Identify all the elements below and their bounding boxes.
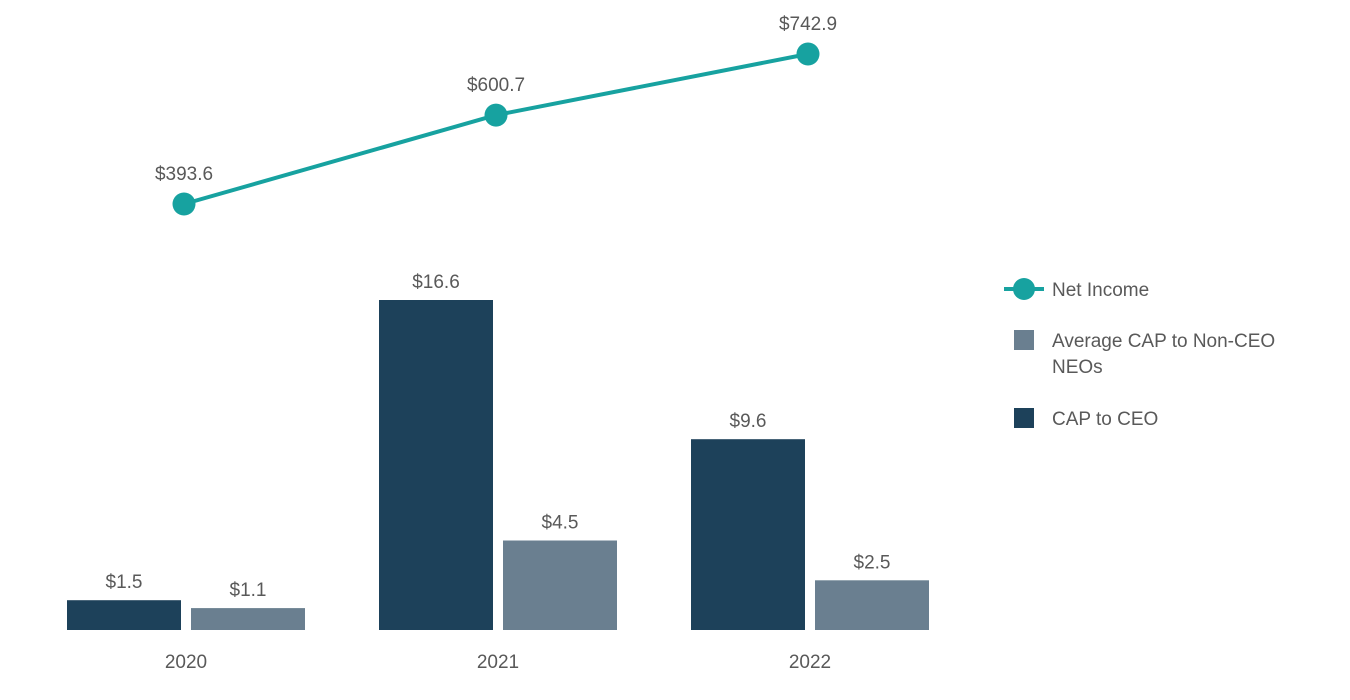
net-income-value-label: $600.7	[467, 75, 525, 96]
bar-cap-to-ceo-2020	[67, 600, 181, 630]
bar-value-label: $9.6	[730, 411, 767, 432]
net-income-point-2020	[172, 192, 196, 216]
bar-cap-to-ceo-2021	[379, 300, 493, 630]
bar-average-cap-to-non-ceo-neos-2021	[503, 540, 617, 630]
x-tick-label-2021: 2021	[477, 652, 519, 673]
legend-item-average-cap-to-non-ceo-neos: Average CAP to Non-CEO NEOs	[1014, 330, 1275, 378]
net-income-line-layer: $393.6 $600.7 $742.9	[155, 14, 837, 216]
net-income-point-2022	[796, 42, 820, 66]
net-income-value-label: $393.6	[155, 164, 213, 185]
legend-label: NEOs	[1052, 357, 1103, 378]
bar-value-label: $4.5	[542, 513, 579, 534]
bar-average-cap-to-non-ceo-neos-2020	[191, 608, 305, 630]
bar-cap-to-ceo-2022	[691, 439, 805, 630]
legend-item-net-income: Net Income	[1004, 278, 1149, 301]
bar-layer: $1.5 $16.6 $9.6 $1.1 $4.5 $2.5	[67, 272, 929, 630]
bar-value-label: $2.5	[854, 552, 891, 573]
bar-value-label: $16.6	[412, 272, 460, 293]
net-income-value-label: $742.9	[779, 14, 837, 35]
bar-average-cap-to-non-ceo-neos-2022	[815, 580, 929, 630]
legend-square-marker	[1014, 330, 1034, 350]
legend-square-marker	[1014, 408, 1034, 428]
x-axis-labels: 2020 2021 2022	[165, 652, 831, 673]
net-income-point-2021	[484, 103, 508, 127]
bar-value-label: $1.1	[230, 580, 267, 601]
x-tick-label-2022: 2022	[789, 652, 831, 673]
x-tick-label-2020: 2020	[165, 652, 207, 673]
legend-label: Net Income	[1052, 280, 1149, 301]
bar-value-label: $1.5	[106, 572, 143, 593]
legend-label: Average CAP to Non-CEO	[1052, 331, 1275, 352]
legend-label: CAP to CEO	[1052, 409, 1158, 430]
legend: Net Income Average CAP to Non-CEO NEOs CAP …	[1004, 278, 1275, 430]
legend-item-cap-to-ceo: CAP to CEO	[1014, 408, 1158, 430]
legend-circle-marker	[1013, 278, 1035, 300]
